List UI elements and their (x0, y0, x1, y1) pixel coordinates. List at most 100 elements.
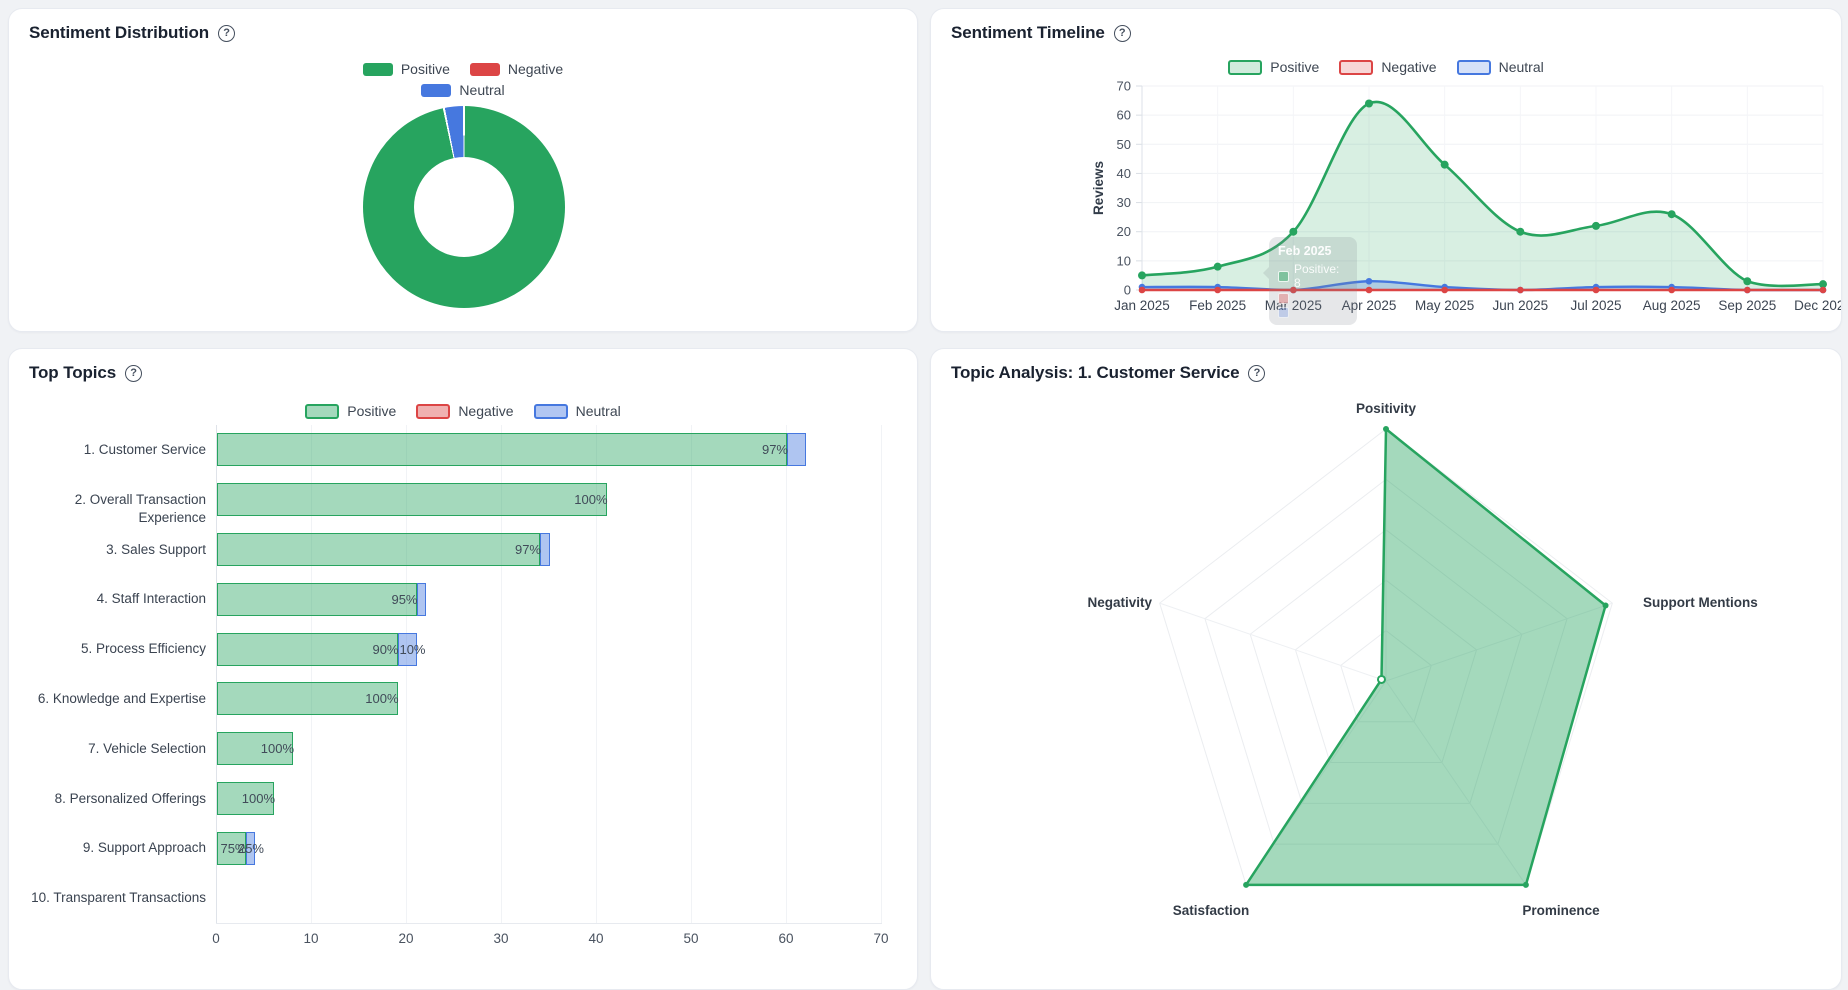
positive-bar-value: 100% (574, 492, 608, 508)
grid-line (501, 425, 502, 923)
legend-label: Positive (347, 403, 397, 419)
neutral-bar-segment[interactable] (416, 582, 426, 616)
panel-header: Top Topics ? (29, 363, 143, 383)
legend-label: Negative (1381, 59, 1437, 75)
x-tick-label: 50 (683, 931, 699, 946)
neutral-bar-segment[interactable] (540, 533, 550, 566)
positive-bar-segment[interactable] (217, 831, 246, 865)
positive-bar-value: 95% (391, 591, 418, 607)
negative-swatch (416, 403, 451, 419)
neutral-swatch (421, 83, 452, 97)
legend-item-negative[interactable]: Negative (1339, 59, 1437, 75)
positive-point[interactable] (1592, 221, 1600, 230)
help-icon[interactable]: ? (218, 24, 236, 42)
bar-category-label: 10. Transparent Transactions (31, 890, 206, 906)
positive-area[interactable] (1142, 101, 1823, 291)
negative-point[interactable] (1365, 286, 1373, 294)
legend-item-neutral[interactable]: Neutral (421, 82, 505, 98)
x-tick-label: Mar 2025 (1265, 298, 1322, 313)
positive-line[interactable] (1141, 100, 1824, 288)
sentiment-timeline-chart[interactable]: 0 10 20 30 40 50 60 70 Jan 2025 Feb 2025 Mar 2025 A… (931, 9, 1841, 331)
radar-grid-ring (1294, 579, 1478, 764)
bar-category-label: 1. Customer Service (83, 441, 206, 457)
neutral-bar-value: 10% (399, 641, 426, 657)
positive-point[interactable] (1743, 277, 1752, 286)
negative-point[interactable] (1138, 286, 1146, 294)
neutral-point[interactable] (1365, 277, 1373, 285)
radar-data-point[interactable] (1522, 881, 1529, 888)
positive-point[interactable] (1138, 271, 1146, 280)
tooltip-row-text: Positive: 8 (1294, 262, 1340, 290)
legend-label: Neutral (459, 82, 505, 98)
negative-point[interactable] (1214, 286, 1221, 294)
negative-point[interactable] (1517, 286, 1524, 294)
positive-point[interactable] (1289, 227, 1298, 236)
bar-category-label: 6. Knowledge and Expertise (37, 690, 206, 706)
radar-grid-spoke (1159, 602, 1387, 682)
positive-bar-segment[interactable] (217, 582, 417, 616)
radar-data-point[interactable] (1243, 881, 1250, 888)
positive-bar-segment[interactable] (217, 433, 787, 467)
bar-category-label: 7. Vehicle Selection (88, 740, 206, 756)
x-tick-label: Feb 2025 (1189, 298, 1246, 313)
tooltip-title: Feb 2025 (1278, 244, 1332, 258)
help-icon[interactable]: ? (125, 364, 143, 382)
positive-bar-value: 75% (220, 840, 247, 856)
negative-point[interactable] (1744, 286, 1751, 294)
positive-bar-segment[interactable] (217, 782, 274, 815)
neutral-bar-value: 25% (237, 840, 264, 856)
positive-point[interactable] (1365, 99, 1373, 108)
positive-bar-segment[interactable] (217, 732, 293, 766)
positive-bar-segment[interactable] (217, 682, 398, 716)
legend-item-neutral[interactable]: Neutral (533, 403, 621, 419)
legend-item-neutral[interactable]: Neutral (1456, 59, 1544, 75)
radar-data-point[interactable] (1376, 674, 1386, 684)
topic-analysis-radar-chart[interactable]: Positivity Support Mentions Prominence Sati… (931, 349, 1841, 989)
positive-bar-value: 100% (260, 741, 294, 757)
radar-data-polygon[interactable] (1244, 427, 1607, 887)
positive-bar-segment[interactable] (217, 533, 540, 566)
sentiment-donut-chart[interactable] (363, 106, 565, 308)
positive-swatch (1278, 270, 1289, 282)
y-tick-label: 60 (1117, 108, 1131, 123)
negative-point[interactable] (1290, 286, 1297, 294)
positive-point[interactable] (1516, 227, 1525, 236)
radar-axis-label-support-mentions: Support Mentions (1643, 595, 1758, 610)
negative-swatch (1339, 59, 1374, 75)
negative-point[interactable] (1819, 286, 1827, 294)
x-tick-label: 60 (778, 931, 794, 946)
radar-grid-ring (1249, 529, 1523, 804)
positive-point[interactable] (1213, 262, 1222, 271)
legend-label: Positive (400, 61, 450, 77)
positive-point[interactable] (1819, 280, 1827, 289)
positive-point[interactable] (1667, 210, 1676, 219)
legend-item-positive[interactable]: Positive (362, 61, 450, 77)
legend-item-positive[interactable]: Positive (1228, 59, 1319, 75)
radar-data-point[interactable] (1602, 602, 1609, 609)
legend-item-positive[interactable]: Positive (305, 403, 396, 419)
negative-point[interactable] (1592, 286, 1600, 294)
y-tick-label: 20 (1117, 224, 1131, 239)
radar-grid-spoke (1385, 680, 1527, 886)
radar-data-point[interactable] (1383, 426, 1389, 432)
help-icon[interactable]: ? (1113, 24, 1131, 42)
positive-point[interactable] (1440, 160, 1449, 169)
negative-point[interactable] (1441, 286, 1448, 294)
positive-bar-segment[interactable] (217, 632, 398, 666)
top-topics-chart[interactable]: 0 10 20 30 40 50 60 70 1. Customer Service 97% 2. … (9, 349, 917, 989)
y-tick-label: 40 (1117, 166, 1131, 181)
legend-item-negative[interactable]: Negative (469, 61, 563, 77)
positive-bar-segment[interactable] (217, 483, 607, 517)
neutral-swatch (533, 403, 568, 419)
tooltip-row-neutral (1278, 307, 1348, 318)
x-tick-label: 20 (398, 931, 414, 946)
panel-topic-analysis: Topic Analysis: 1. Customer Service ? Po… (930, 348, 1842, 990)
negative-point[interactable] (1668, 286, 1675, 294)
neutral-bar-segment[interactable] (245, 831, 255, 865)
neutral-bar-segment[interactable] (787, 433, 806, 467)
bar-category-label: 4. Staff Interaction (96, 591, 206, 607)
legend-item-negative[interactable]: Negative (416, 403, 514, 419)
help-icon[interactable]: ? (1248, 364, 1266, 382)
neutral-bar-segment[interactable] (397, 632, 417, 666)
x-tick-label: 0 (212, 931, 220, 946)
